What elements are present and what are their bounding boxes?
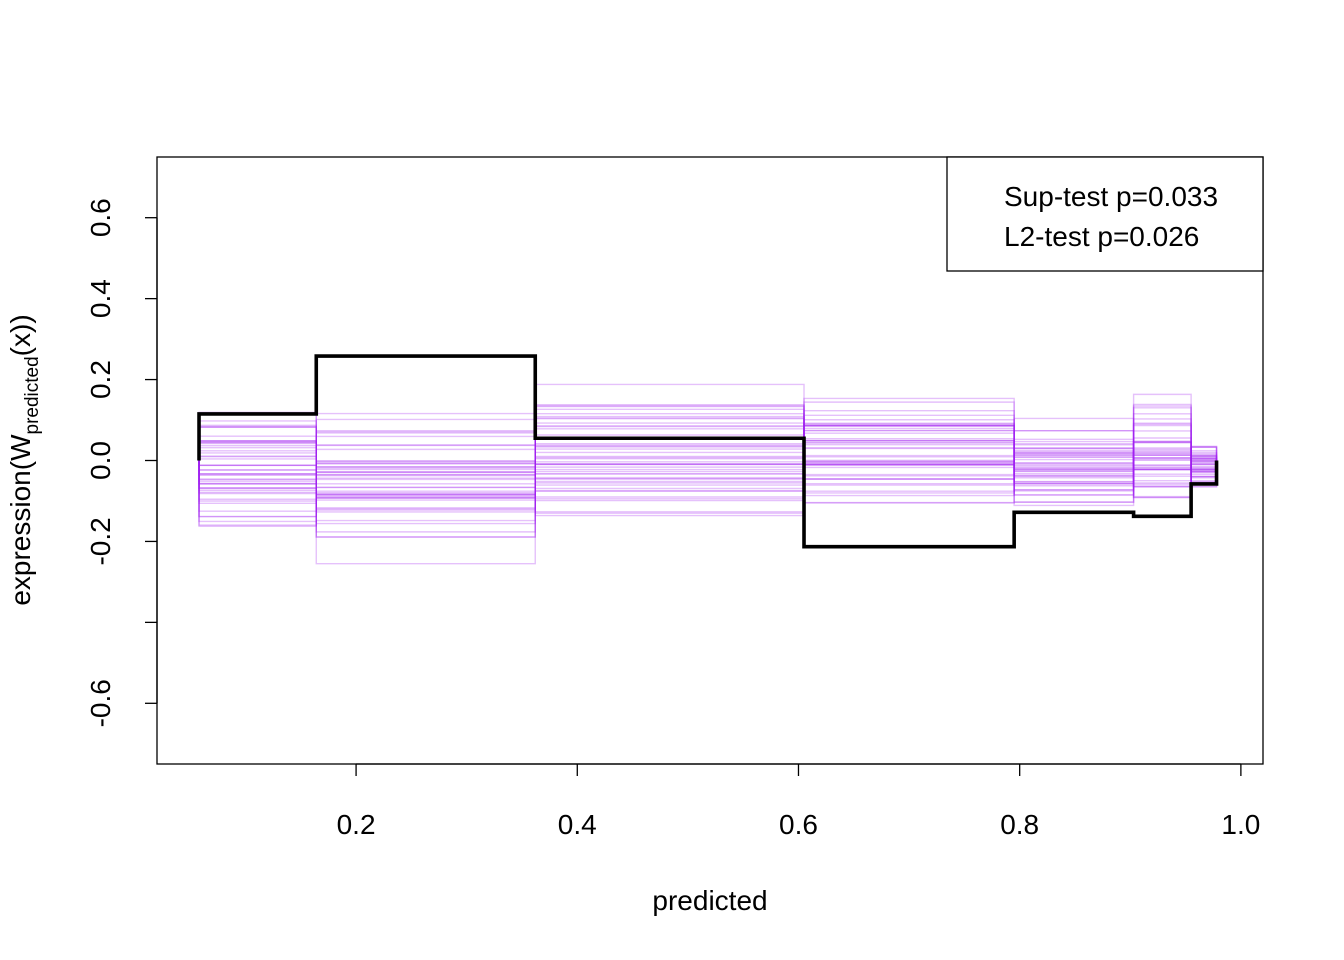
simulated-path (198, 439, 1218, 476)
simulated-path (198, 422, 1218, 492)
y-axis-title-suffix: (x)) (5, 314, 36, 356)
simulated-path (198, 422, 1218, 510)
simulated-path (198, 440, 1218, 513)
simulated-path (198, 422, 1218, 492)
simulated-path (198, 383, 1218, 479)
simulated-path (198, 437, 1218, 496)
legend: Sup-test p=0.033 L2-test p=0.026 (946, 156, 1264, 272)
y-axis-title: expression(Wpredicted(x)) (5, 314, 43, 605)
observed-process (197, 354, 1219, 549)
simulated-path (198, 448, 1218, 504)
simulated-path (198, 439, 1218, 502)
x-tick-label: 0.8 (1000, 809, 1039, 840)
simulated-path (198, 407, 1218, 499)
simulated-path (198, 408, 1218, 523)
simulated-path (198, 437, 1218, 518)
simulated-path (198, 412, 1218, 500)
simulated-path (198, 436, 1218, 509)
simulated-path (198, 425, 1218, 492)
simulated-path (198, 424, 1218, 475)
simulated-processes (198, 383, 1218, 565)
simulated-path (198, 405, 1218, 471)
x-tick-label: 1.0 (1221, 809, 1260, 840)
simulated-path (198, 445, 1218, 526)
x-axis-title: predicted (652, 885, 767, 916)
simulated-path (198, 411, 1218, 499)
x-tick-label: 0.6 (779, 809, 818, 840)
simulated-path (198, 405, 1218, 539)
legend-l2-test: L2-test p=0.026 (1004, 221, 1199, 252)
simulated-path (198, 453, 1218, 514)
simulated-path (198, 432, 1218, 498)
simulated-path (198, 420, 1218, 500)
y-tick-label: 0.2 (85, 360, 116, 399)
simulated-path (198, 440, 1218, 497)
simulated-path (198, 443, 1218, 503)
simulated-path (198, 403, 1218, 496)
simulated-path (198, 405, 1218, 477)
y-tick-label: 0.4 (85, 279, 116, 318)
y-tick-label: 0.6 (85, 198, 116, 237)
y-axis: -0.6 -0.2 0.0 0.2 0.4 0.6 (85, 198, 158, 727)
y-axis-title-subscript: predicted (22, 356, 43, 434)
x-tick-label: 0.4 (558, 809, 597, 840)
simulated-path (198, 444, 1218, 494)
simulated-path (198, 423, 1218, 492)
simulated-path (198, 442, 1218, 482)
simulated-path (198, 413, 1218, 484)
simulated-path (198, 441, 1218, 525)
simulated-path (198, 418, 1218, 518)
simulated-path (198, 417, 1218, 498)
legend-box (946, 156, 1264, 272)
simulated-path (198, 424, 1218, 533)
simulated-path (198, 448, 1218, 527)
simulated-path (198, 424, 1218, 487)
simulated-path (198, 437, 1218, 498)
y-axis-title-prefix: expression(W (5, 434, 36, 606)
simulated-path (198, 410, 1218, 480)
observed-path (197, 354, 1219, 549)
x-tick-label: 0.2 (337, 809, 376, 840)
simulated-path (198, 393, 1218, 517)
simulated-path (198, 415, 1218, 538)
y-tick-label: -0.2 (85, 517, 116, 565)
simulated-path (198, 417, 1218, 476)
simulated-path (198, 452, 1218, 511)
simulated-path (198, 414, 1218, 495)
simulated-path (198, 401, 1218, 486)
y-tick-label: 0.0 (85, 441, 116, 480)
simulated-path (198, 424, 1218, 512)
x-axis: 0.2 0.4 0.6 0.8 1.0 (337, 763, 1260, 840)
y-tick-label: -0.6 (85, 679, 116, 727)
simulated-path (198, 417, 1218, 504)
legend-sup-test: Sup-test p=0.033 (1004, 181, 1218, 212)
simulated-path (198, 455, 1218, 486)
